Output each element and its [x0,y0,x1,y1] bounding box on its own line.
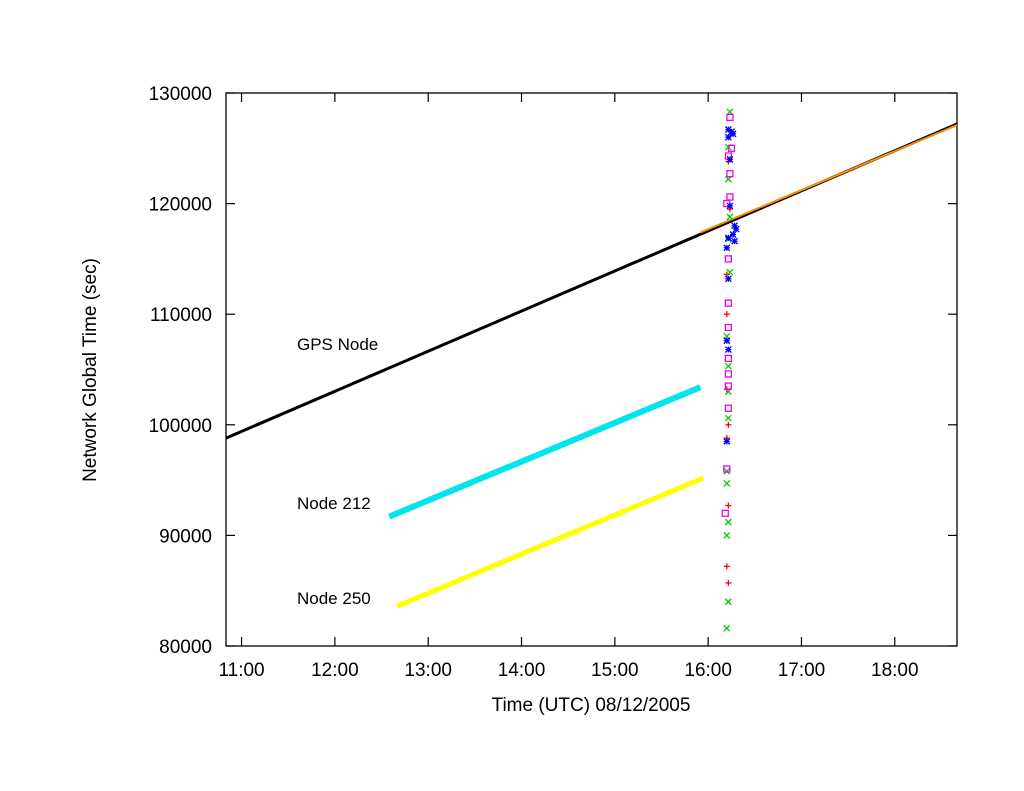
data-point [723,311,730,318]
data-point [724,414,732,422]
data-point [723,624,731,632]
series-line-node-250 [396,475,705,609]
x-tick-label: 14:00 [498,660,546,681]
data-point [726,113,734,121]
data-point [727,144,736,152]
y-axis-label: Network Global Time (sec) [80,258,101,482]
data-point [724,234,732,242]
data-point [724,518,732,526]
data-point [724,382,733,390]
data-point [723,437,731,445]
y-tick-label: 100000 [149,416,212,437]
y-tick-label: 110000 [150,305,212,326]
x-tick-label: 18:00 [871,660,919,681]
x-tick-label: 17:00 [778,660,826,681]
data-point [724,255,733,263]
data-point [729,130,737,138]
data-point [726,155,734,163]
y-tick-label: 90000 [159,526,212,547]
x-axis-label: Time (UTC) 08/12/2005 [492,695,691,716]
data-point [725,502,732,509]
data-point [724,404,733,412]
data-point [724,323,733,332]
x-tick-label: 15:00 [591,660,639,681]
data-point [723,531,731,539]
x-tick-label: 16:00 [684,660,732,681]
data-point [723,467,731,475]
series-line-node-212 [388,384,702,520]
data-point [724,299,733,307]
y-tick-label: 120000 [149,195,212,216]
x-tick-label: 13:00 [404,660,452,681]
data-point [723,465,731,473]
data-point [732,225,740,233]
data-point [724,346,732,354]
x-tick-label: 11:00 [218,660,264,681]
markers-layer [721,108,740,632]
data-point [724,370,733,378]
series-line-unnamed-3 [700,124,958,234]
data-point [726,202,734,210]
y-tick-label: 80000 [159,637,212,658]
y-tick-label: 130000 [149,84,212,105]
data-point [724,362,732,370]
annotation-gps-node: GPS Node [297,335,378,354]
data-point [724,598,732,606]
data-point [721,509,729,517]
data-point [724,275,732,283]
data-point [723,479,731,487]
data-point [726,268,734,276]
data-point [726,170,734,178]
series-layer [225,122,958,609]
plot-frame [225,92,958,647]
ticks: 11:00 12:00 13:00 14:00 15:00 16:00 17:00 18:00… [149,84,957,681]
annotation-node-250: Node 250 [297,589,371,608]
data-point [723,563,730,570]
data-point [729,231,737,239]
data-point [726,193,734,201]
data-point [726,213,734,221]
data-point [723,337,731,345]
data-point [724,354,733,363]
annotation-node-212: Node 212 [297,494,371,513]
data-point [723,244,731,252]
x-tick-label: 12:00 [311,660,359,681]
data-point [731,237,739,245]
data-point [725,579,732,586]
data-point [725,421,732,428]
